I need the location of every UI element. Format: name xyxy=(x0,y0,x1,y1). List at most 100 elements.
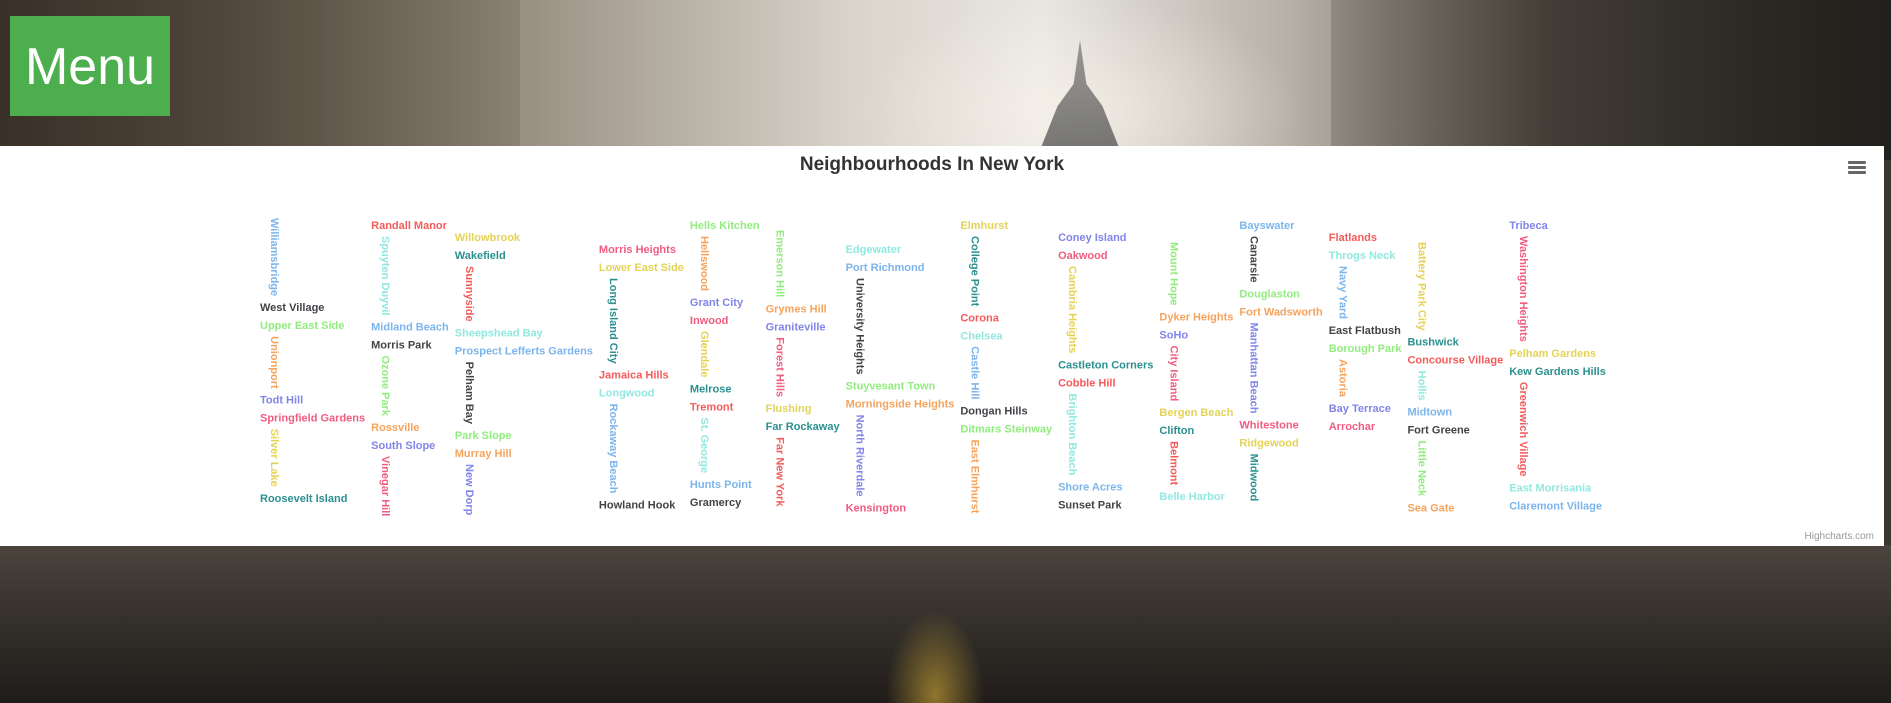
word-16: Willowbrook xyxy=(455,232,521,244)
word-70: Shore Acres xyxy=(1058,481,1122,493)
word-5: Springfield Gardens xyxy=(260,413,365,425)
word-71: Sunset Park xyxy=(1058,499,1122,511)
word-59: Chelsea xyxy=(960,330,1003,342)
word-65: Oakwood xyxy=(1058,250,1108,262)
word-102: Little Neck xyxy=(1415,441,1427,498)
word-68: Cobble Hill xyxy=(1058,377,1115,389)
word-26: Lower East Side xyxy=(599,262,684,274)
word-36: Glendale xyxy=(698,331,710,377)
word-85: Whitestone xyxy=(1239,420,1298,432)
word-110: Claremont Village xyxy=(1509,500,1602,512)
word-50: Port Richmond xyxy=(846,262,925,274)
word-11: Morris Park xyxy=(371,339,432,351)
word-69: Brighton Beach xyxy=(1066,393,1078,475)
word-48: Far New York xyxy=(774,437,786,507)
word-64: Coney Island xyxy=(1058,232,1126,244)
word-18: Sunnyside xyxy=(463,266,475,322)
word-80: Bayswater xyxy=(1239,220,1295,232)
word-23: Murray Hill xyxy=(455,448,512,460)
hamburger-icon[interactable] xyxy=(1848,161,1866,175)
word-44: Graniteville xyxy=(766,321,826,333)
word-42: Emerson Hill xyxy=(774,230,786,297)
word-49: Edgewater xyxy=(846,244,902,256)
word-12: Ozone Park xyxy=(379,355,391,416)
word-73: Dyker Heights xyxy=(1159,312,1233,324)
word-99: Hollis xyxy=(1415,371,1427,401)
word-84: Manhattan Beach xyxy=(1247,322,1259,413)
word-14: South Slope xyxy=(371,440,435,452)
word-104: Tribeca xyxy=(1509,220,1548,232)
word-94: Bay Terrace xyxy=(1329,403,1391,415)
word-21: Pelham Bay xyxy=(463,362,475,425)
word-97: Bushwick xyxy=(1407,337,1459,349)
word-81: Canarsie xyxy=(1247,236,1259,282)
word-77: Clifton xyxy=(1159,425,1194,437)
word-53: Morningside Heights xyxy=(846,399,955,411)
word-87: Midwood xyxy=(1247,454,1259,502)
word-107: Kew Gardens Hills xyxy=(1509,366,1606,378)
word-24: New Dorp xyxy=(463,464,475,516)
word-60: Castle Hill xyxy=(968,346,980,399)
background-road xyxy=(0,545,1891,703)
word-61: Dongan Hills xyxy=(960,405,1027,417)
menu-button[interactable]: Menu xyxy=(10,16,170,116)
word-79: Belle Harbor xyxy=(1159,491,1225,503)
word-95: Arrochar xyxy=(1329,421,1376,433)
word-66: Cambria Heights xyxy=(1066,266,1078,353)
word-47: Far Rockaway xyxy=(766,421,841,433)
word-90: Navy Yard xyxy=(1337,266,1349,319)
word-3: Unionport xyxy=(268,336,280,389)
word-cloud: Williamsbridge West Village Upper East Sid… xyxy=(260,218,1606,516)
word-106: Pelham Gardens xyxy=(1509,348,1596,360)
word-55: Kensington xyxy=(846,503,907,515)
word-15: Vinegar Hill xyxy=(379,456,391,516)
word-72: Mount Hope xyxy=(1167,242,1179,306)
chart-credits[interactable]: Highcharts.com xyxy=(1804,531,1874,542)
word-78: Belmont xyxy=(1167,441,1179,485)
word-96: Battery Park City xyxy=(1415,242,1427,332)
word-1: West Village xyxy=(260,302,324,314)
word-109: East Morrisania xyxy=(1509,482,1592,494)
word-103: Sea Gate xyxy=(1407,502,1454,514)
word-92: Borough Park xyxy=(1329,343,1403,355)
word-9: Spuyten Duyvil xyxy=(379,236,391,315)
word-2: Upper East Side xyxy=(260,320,344,332)
word-63: East Elmhurst xyxy=(968,439,980,513)
word-101: Fort Greene xyxy=(1407,425,1469,437)
word-58: Corona xyxy=(960,312,999,324)
word-89: Throgs Neck xyxy=(1329,250,1397,262)
chart-container: Williamsbridge West Village Upper East Sid… xyxy=(0,146,1884,546)
word-37: Melrose xyxy=(690,383,732,395)
word-19: Sheepshead Bay xyxy=(455,328,544,340)
word-98: Concourse Village xyxy=(1407,355,1503,367)
word-33: Hellswood xyxy=(698,236,710,291)
word-56: Elmhurst xyxy=(960,220,1008,232)
chart-title: Neighbourhoods In New York xyxy=(799,154,1065,175)
word-74: SoHo xyxy=(1159,330,1188,342)
word-35: Inwood xyxy=(690,315,729,327)
word-40: Hunts Point xyxy=(690,479,752,491)
word-31: Howland Hook xyxy=(599,499,676,511)
word-28: Jamaica Hills xyxy=(599,370,669,382)
word-62: Ditmars Steinway xyxy=(960,423,1053,435)
word-45: Forest Hills xyxy=(774,337,786,397)
word-88: Flatlands xyxy=(1329,232,1377,244)
word-20: Prospect Lefferts Gardens xyxy=(455,346,593,358)
word-22: Park Slope xyxy=(455,430,512,442)
word-7: Roosevelt Island xyxy=(260,493,347,505)
word-4: Todt Hill xyxy=(260,395,303,407)
word-91: East Flatbush xyxy=(1329,325,1401,337)
word-32: Hells Kitchen xyxy=(690,220,760,232)
word-82: Douglaston xyxy=(1239,288,1300,300)
word-100: Midtown xyxy=(1407,407,1452,419)
word-46: Flushing xyxy=(766,403,812,415)
word-10: Midland Beach xyxy=(371,321,449,333)
word-75: City Island xyxy=(1167,346,1179,402)
word-105: Washington Heights xyxy=(1517,236,1529,342)
word-34: Grant City xyxy=(690,297,744,309)
word-17: Wakefield xyxy=(455,250,506,262)
word-25: Morris Heights xyxy=(599,244,676,256)
word-6: Silver Lake xyxy=(268,429,280,487)
background-buildings-right xyxy=(1331,0,1891,160)
word-83: Fort Wadsworth xyxy=(1239,306,1323,318)
